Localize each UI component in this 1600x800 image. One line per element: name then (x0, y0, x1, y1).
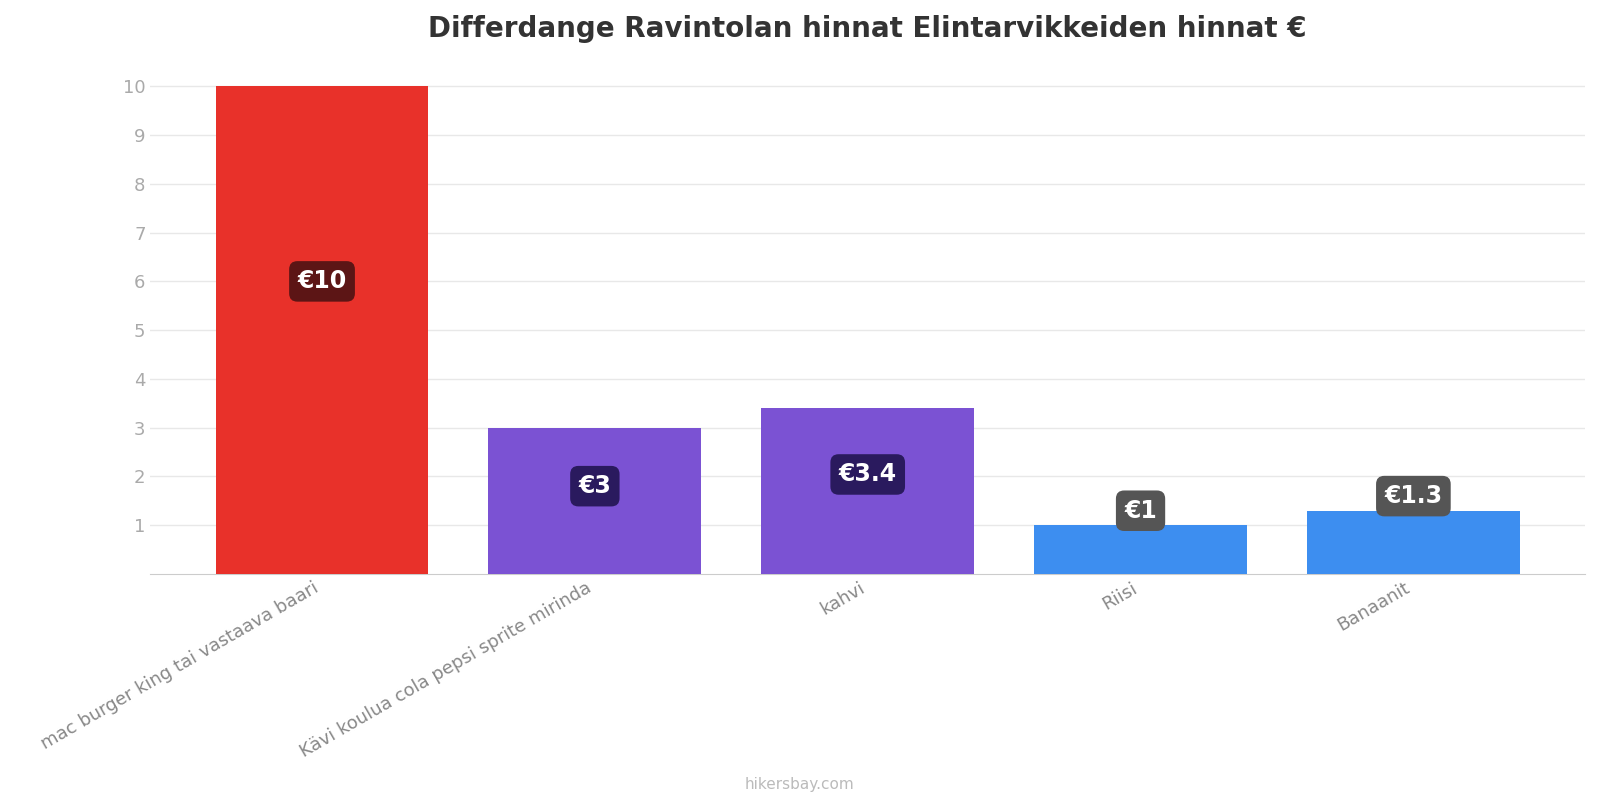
Bar (216, 86, 429, 574)
Bar (1034, 525, 1246, 574)
Bar (488, 428, 701, 574)
Text: €10: €10 (298, 270, 347, 294)
Bar (762, 408, 974, 574)
Text: €3.4: €3.4 (838, 462, 896, 486)
Title: Differdange Ravintolan hinnat Elintarvikkeiden hinnat €: Differdange Ravintolan hinnat Elintarvik… (429, 15, 1307, 43)
Text: €3: €3 (579, 474, 611, 498)
Bar (1307, 510, 1520, 574)
Text: hikersbay.com: hikersbay.com (746, 777, 854, 792)
Text: €1: €1 (1125, 498, 1157, 522)
Text: €1.3: €1.3 (1384, 484, 1443, 508)
